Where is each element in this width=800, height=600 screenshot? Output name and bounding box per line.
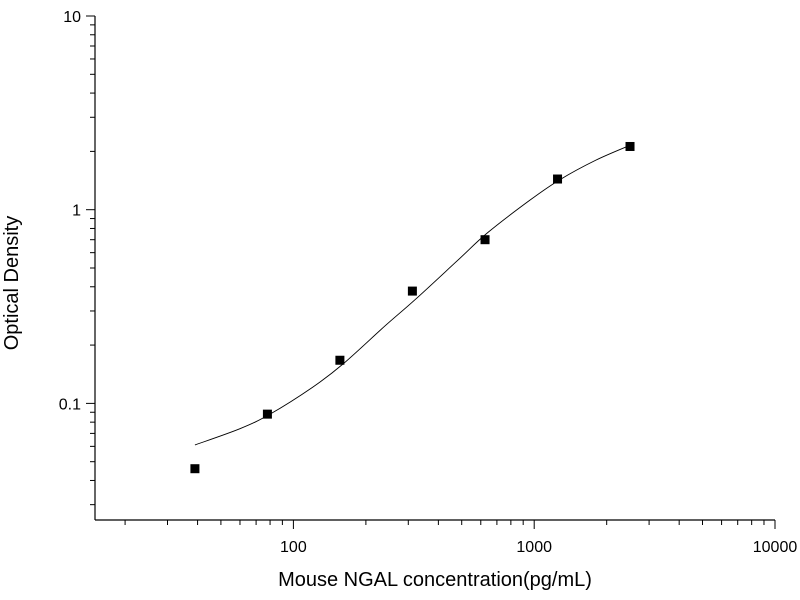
data-point xyxy=(335,355,345,365)
x-ticks: 100 1000 10000 xyxy=(124,520,798,556)
data-point xyxy=(190,464,200,474)
x-tick-label: 1000 xyxy=(516,539,552,556)
y-ticks: 0.1 1 10 xyxy=(59,9,95,506)
x-axis-title: Mouse NGAL concentration(pg/mL) xyxy=(278,569,592,591)
data-point xyxy=(262,409,272,419)
data-point xyxy=(553,174,563,184)
y-axis-title: Optical Density xyxy=(1,216,23,351)
x-tick-label: 100 xyxy=(280,539,307,556)
data-points-layer xyxy=(190,141,635,474)
x-tick-label: 10000 xyxy=(753,539,798,556)
axes: 100 1000 10000 0.1 1 10 xyxy=(59,9,798,556)
data-point xyxy=(625,141,635,151)
data-point xyxy=(407,286,417,296)
data-point xyxy=(480,235,490,245)
y-tick-label: 10 xyxy=(63,9,81,26)
y-tick-label: 1 xyxy=(72,203,81,220)
y-tick-label: 0.1 xyxy=(59,396,81,413)
